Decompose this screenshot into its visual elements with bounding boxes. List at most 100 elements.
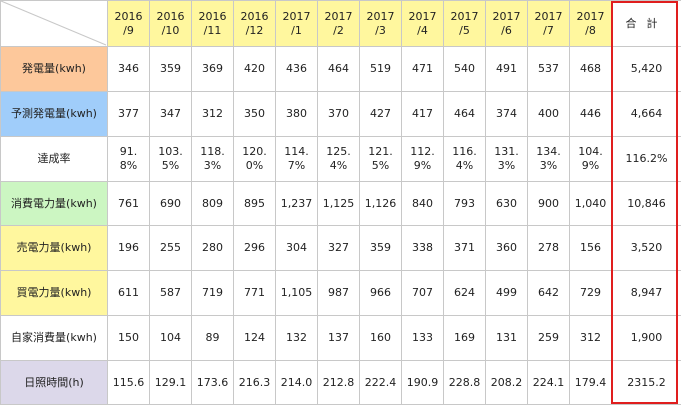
value-cell-line: 5% (360, 159, 401, 173)
value-cell: 446 (570, 92, 612, 137)
month-header-month: /12 (234, 24, 275, 38)
row-label: 買電力量(kwh) (1, 271, 108, 316)
value-cell: 278 (528, 226, 570, 271)
value-cell: 624 (444, 271, 486, 316)
value-cell-line: 103. (150, 145, 191, 159)
month-header-year: 2017 (360, 10, 401, 24)
value-cell: 327 (318, 226, 360, 271)
value-cell: 468 (570, 47, 612, 92)
value-cell: 630 (486, 182, 528, 226)
value-cell: 125. 4% (318, 137, 360, 182)
value-cell: 346 (108, 47, 150, 92)
month-header-year: 2017 (528, 10, 569, 24)
month-header: 2017/3 (360, 1, 402, 47)
value-cell: 707 (402, 271, 444, 316)
value-cell-line: 125. (318, 145, 359, 159)
month-header: 2017/7 (528, 1, 570, 47)
value-cell: 222.4 (360, 361, 402, 405)
value-cell: 228.8 (444, 361, 486, 405)
value-cell-line: 131. (486, 145, 527, 159)
value-cell: 729 (570, 271, 612, 316)
value-cell-line: 120. (234, 145, 275, 159)
value-cell: 895 (234, 182, 276, 226)
table-row: 発電量(kwh) 346 359 369 420 436 464 519 471 540 491 53… (1, 47, 681, 92)
month-header-year: 2016 (150, 10, 191, 24)
value-cell: 124 (234, 316, 276, 361)
value-cell: 420 (234, 47, 276, 92)
value-cell-line: 134. (528, 145, 569, 159)
month-header-month: /6 (486, 24, 527, 38)
value-cell: 120. 0% (234, 137, 276, 182)
value-cell: 259 (528, 316, 570, 361)
value-cell: 690 (150, 182, 192, 226)
value-cell: 103. 5% (150, 137, 192, 182)
month-header: 2017/5 (444, 1, 486, 47)
value-cell: 491 (486, 47, 528, 92)
value-cell: 133 (402, 316, 444, 361)
month-header-year: 2017 (444, 10, 485, 24)
row-label: 自家消費量(kwh) (1, 316, 108, 361)
value-cell: 360 (486, 226, 528, 271)
month-header-month: /7 (528, 24, 569, 38)
value-cell: 371 (444, 226, 486, 271)
value-cell: 1,126 (360, 182, 402, 226)
value-cell: 129.1 (150, 361, 192, 405)
table-row: 日照時間(h) 115.6 129.1 173.6 216.3 214.0 212.8 222… (1, 361, 681, 405)
value-cell: 137 (318, 316, 360, 361)
value-cell: 377 (108, 92, 150, 137)
value-cell: 374 (486, 92, 528, 137)
value-cell: 1,237 (276, 182, 318, 226)
value-cell: 216.3 (234, 361, 276, 405)
value-cell: 255 (150, 226, 192, 271)
value-cell: 369 (192, 47, 234, 92)
value-cell: 338 (402, 226, 444, 271)
value-cell-line: 104. (570, 145, 611, 159)
value-cell-line: 7% (276, 159, 317, 173)
total-cell: 116.2% (612, 137, 681, 182)
total-cell: 4,664 (612, 92, 681, 137)
month-header-year: 2016 (192, 10, 233, 24)
value-cell: 1,125 (318, 182, 360, 226)
value-cell: 212.8 (318, 361, 360, 405)
value-cell: 169 (444, 316, 486, 361)
total-cell: 5,420 (612, 47, 681, 92)
value-cell-line: 91. (108, 145, 149, 159)
value-cell-line: 118. (192, 145, 233, 159)
value-cell: 380 (276, 92, 318, 137)
value-cell: 134. 3% (528, 137, 570, 182)
value-cell: 116. 4% (444, 137, 486, 182)
value-cell-line: 114. (276, 145, 317, 159)
value-cell-line: 112. (402, 145, 443, 159)
table-row: 自家消費量(kwh) 150 104 89 124 132 137 160 133 169 131 2… (1, 316, 681, 361)
value-cell: 900 (528, 182, 570, 226)
value-cell: 1,040 (570, 182, 612, 226)
row-label: 売電力量(kwh) (1, 226, 108, 271)
header-corner-diagonal (0, 0, 107, 46)
value-cell-line: 3% (192, 159, 233, 173)
month-header: 2017/4 (402, 1, 444, 47)
value-cell-line: 4% (444, 159, 485, 173)
value-cell: 400 (528, 92, 570, 137)
value-cell-line: 8% (108, 159, 149, 173)
month-header: 2017/6 (486, 1, 528, 47)
value-cell: 471 (402, 47, 444, 92)
value-cell-line: 3% (486, 159, 527, 173)
month-header-month: /5 (444, 24, 485, 38)
month-header-year: 2017 (276, 10, 317, 24)
value-cell: 611 (108, 271, 150, 316)
month-header-month: /8 (570, 24, 611, 38)
value-cell: 519 (360, 47, 402, 92)
value-cell: 312 (570, 316, 612, 361)
value-cell-line: 116. (444, 145, 485, 159)
month-header-year: 2016 (234, 10, 275, 24)
table-row: 達成率 91. 8% 103. 5% 118. 3% 120. 0% 114. 7% 125. 4% 12… (1, 137, 681, 182)
value-cell: 642 (528, 271, 570, 316)
value-cell-line: 5% (150, 159, 191, 173)
month-header: 2016/11 (192, 1, 234, 47)
value-cell: 840 (402, 182, 444, 226)
value-cell: 793 (444, 182, 486, 226)
month-header: 2017/1 (276, 1, 318, 47)
value-cell-line: 0% (234, 159, 275, 173)
row-label: 達成率 (1, 137, 108, 182)
